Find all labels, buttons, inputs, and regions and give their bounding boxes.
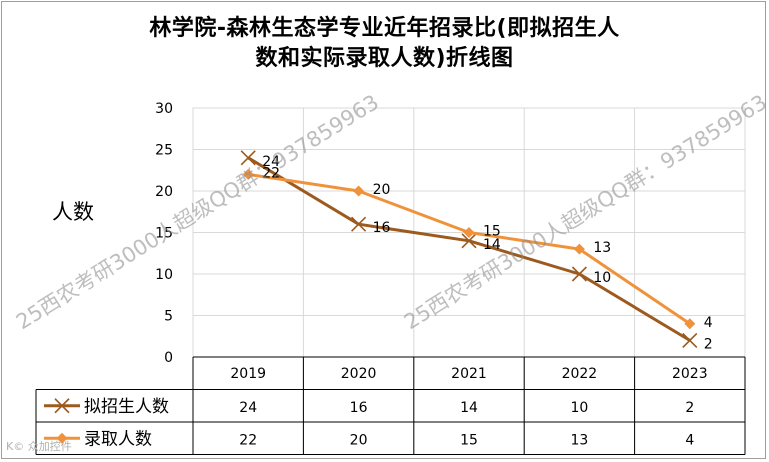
point-marker-diamond xyxy=(573,243,585,255)
legend-label: 录取人数 xyxy=(84,429,152,449)
y-tick-label: 20 xyxy=(155,184,173,200)
data-label: 2 xyxy=(704,336,713,352)
y-axis-label: 人数 xyxy=(52,200,94,224)
point-marker-x xyxy=(461,233,477,249)
table-cell-value: 2 xyxy=(685,400,694,416)
table-cell-value: 24 xyxy=(239,400,257,416)
point-marker-diamond xyxy=(353,185,365,197)
point-marker-diamond xyxy=(684,318,696,330)
point-marker-x xyxy=(54,398,70,414)
watermark: 25西农考研3000人超级QQ群：937859963 xyxy=(400,90,769,334)
table-cell-value: 10 xyxy=(570,400,588,416)
y-tick-label: 25 xyxy=(155,143,173,159)
chart-title-line-1: 林学院-森林生态学专业近年招录比(即拟招生人 xyxy=(149,16,620,41)
data-label: 15 xyxy=(483,224,501,240)
data-label: 14 xyxy=(483,237,501,253)
legend-label: 拟招生人数 xyxy=(84,397,169,417)
data-label: 4 xyxy=(704,315,713,331)
corner-mark: K© 众加控件 xyxy=(6,440,72,453)
x-tick-label: 2021 xyxy=(451,366,487,382)
data-label: 20 xyxy=(373,182,391,198)
watermark: 25西农考研3000人超级QQ群：937859963 xyxy=(12,90,383,334)
table-cell-value: 20 xyxy=(350,432,368,448)
x-tick-label: 2019 xyxy=(230,366,266,382)
x-tick-label: 2022 xyxy=(562,366,598,382)
data-label: 10 xyxy=(593,270,611,286)
table-cell-value: 14 xyxy=(460,400,478,416)
y-tick-label: 10 xyxy=(155,267,173,283)
point-marker-x xyxy=(351,216,367,232)
point-marker-diamond xyxy=(56,432,68,444)
point-marker-x xyxy=(682,332,698,348)
table-cell-value: 13 xyxy=(570,432,588,448)
point-marker-diamond xyxy=(463,227,475,238)
point-marker-diamond xyxy=(242,168,254,180)
data-label: 24 xyxy=(262,154,280,170)
data-label: 13 xyxy=(593,240,611,256)
point-marker-x xyxy=(240,150,256,166)
table-cell-value: 16 xyxy=(350,400,368,416)
data-label: 22 xyxy=(262,165,280,181)
table-cell-value: 22 xyxy=(239,432,257,448)
chart-title-line-2: 数和实际录取人数)折线图 xyxy=(255,46,514,71)
y-tick-label: 30 xyxy=(155,101,173,117)
y-tick-label: 15 xyxy=(155,226,173,242)
point-marker-x xyxy=(571,266,587,282)
table-cell-value: 4 xyxy=(685,432,694,448)
y-tick-label: 5 xyxy=(164,309,173,325)
chart-title: 林学院-森林生态学专业近年招录比(即拟招生人 数和实际录取人数)折线图 xyxy=(0,14,769,74)
x-tick-label: 2023 xyxy=(672,366,708,382)
y-tick-label: 0 xyxy=(164,350,173,366)
x-tick-label: 2020 xyxy=(341,366,377,382)
data-label: 16 xyxy=(373,220,391,236)
table-cell-value: 15 xyxy=(460,432,478,448)
